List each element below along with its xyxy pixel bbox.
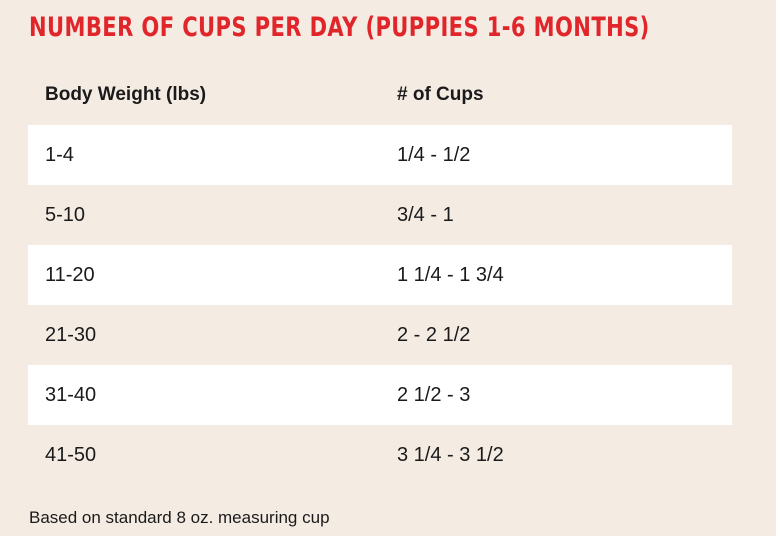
table-cell: 1/4 - 1/2 bbox=[397, 143, 471, 166]
table-row: 41-50 3 1/4 - 3 1/2 bbox=[28, 425, 732, 485]
title: NUMBER OF CUPS PER DAY (PUPPIES 1-6 MONT… bbox=[29, 12, 650, 43]
table-cell: 21-30 bbox=[45, 323, 97, 346]
table-cell: 3/4 - 1 bbox=[397, 203, 454, 226]
table-cell: 2 1/2 - 3 bbox=[397, 383, 471, 406]
table-cell: 1-4 bbox=[45, 143, 74, 166]
table-cell: 1 1/4 - 1 3/4 bbox=[397, 263, 504, 286]
table-cell: 41-50 bbox=[45, 443, 97, 466]
table-cell: 2 - 2 1/2 bbox=[397, 323, 471, 346]
table-cell: 11-20 bbox=[45, 263, 95, 286]
table-header: Body Weight (lbs) # of Cups bbox=[28, 65, 732, 125]
table-cell: 5-10 bbox=[45, 203, 86, 226]
footnote: Based on standard 8 oz. measuring cup bbox=[29, 508, 330, 527]
table-cell: 31-40 bbox=[45, 383, 97, 406]
header-cell: Body Weight (lbs) bbox=[45, 84, 207, 105]
header-cell: # of Cups bbox=[397, 84, 484, 105]
table-row: 11-20 1 1/4 - 1 3/4 bbox=[28, 245, 732, 305]
table-row: 21-30 2 - 2 1/2 bbox=[28, 305, 732, 365]
table-row: 1-4 1/4 - 1/2 bbox=[28, 125, 732, 185]
table-row: 31-40 2 1/2 - 3 bbox=[28, 365, 732, 425]
table-cell: 3 1/4 - 3 1/2 bbox=[397, 443, 504, 466]
table-row: 5-10 3/4 - 1 bbox=[28, 185, 732, 245]
table: Body Weight (lbs) # of Cups 1-4 1/4 - 1/2… bbox=[28, 65, 732, 485]
